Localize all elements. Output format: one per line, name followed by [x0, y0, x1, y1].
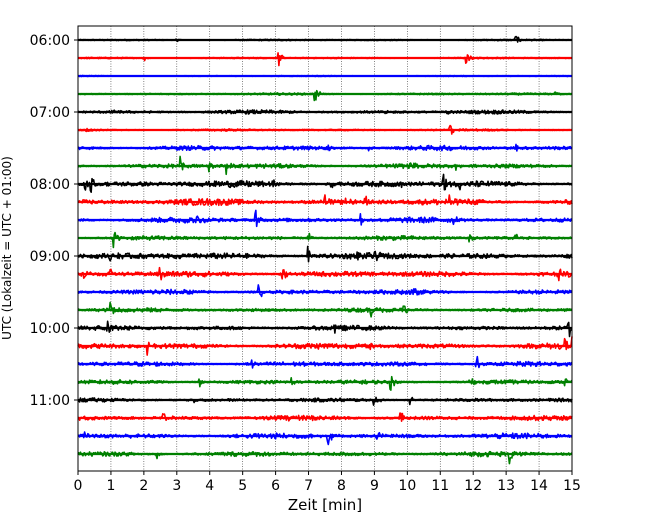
x-tick-label: 5 [238, 478, 247, 494]
x-tick-label: 7 [304, 478, 313, 494]
y-tick-label: 09:00 [30, 249, 70, 265]
x-tick-label: 13 [497, 478, 515, 494]
x-tick-label: 9 [370, 478, 379, 494]
x-tick-label: 10 [398, 478, 416, 494]
x-tick-label: 0 [74, 478, 83, 494]
y-tick-label: 10:00 [30, 321, 70, 337]
y-tick-label: 07:00 [30, 105, 70, 121]
x-tick-label: 6 [271, 478, 280, 494]
x-tick-label: 14 [530, 478, 548, 494]
x-tick-label: 3 [172, 478, 181, 494]
x-tick-label: 8 [337, 478, 346, 494]
x-tick-label: 12 [464, 478, 482, 494]
y-tick-label: 08:00 [30, 177, 70, 193]
y-axis: 06:00 07:00 08:00 09:00 10:00 11:00 [30, 33, 78, 409]
x-tick-label: 2 [139, 478, 148, 494]
y-tick-label: 06:00 [30, 33, 70, 49]
x-tick-label: 1 [106, 478, 115, 494]
plot-frame [77, 25, 573, 472]
y-axis-label: UTC (Lokalzeit = UTC + 01:00) [0, 156, 14, 340]
trace-layer [77, 35, 573, 465]
x-axis: 0 1 2 3 4 5 6 7 8 9 10 11 12 13 14 15 [74, 471, 581, 494]
x-tick-label: 15 [563, 478, 581, 494]
x-axis-label: Zeit [min] [288, 496, 362, 514]
x-tick-label: 11 [431, 478, 449, 494]
y-tick-label: 11:00 [30, 393, 70, 409]
x-tick-label: 4 [205, 478, 214, 494]
